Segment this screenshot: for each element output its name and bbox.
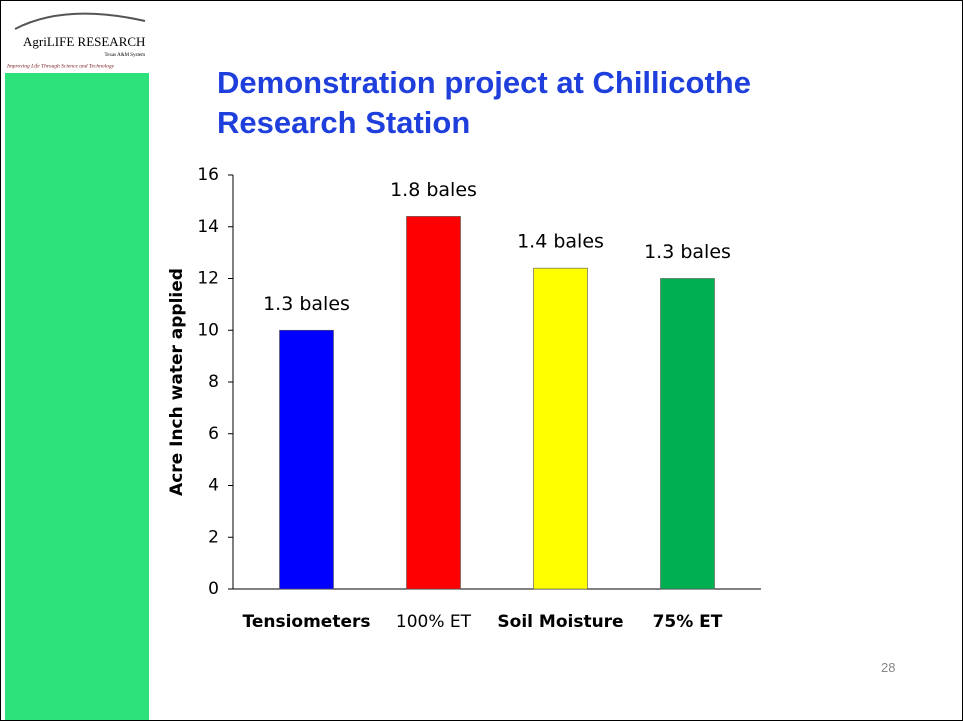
x-tick-label: 100% ET bbox=[396, 612, 472, 632]
logo-tagline: Improving Life Through Science and Techn… bbox=[6, 62, 115, 69]
y-tick-label: 12 bbox=[197, 269, 219, 289]
y-tick-label: 4 bbox=[208, 476, 219, 496]
bar bbox=[533, 267, 588, 590]
bar-note: 1.3 bales bbox=[644, 241, 731, 263]
y-tick-label: 2 bbox=[208, 527, 219, 547]
y-tick-label: 8 bbox=[208, 372, 219, 392]
logo-system: Texas A&M System bbox=[105, 53, 146, 58]
bar bbox=[279, 329, 334, 590]
y-tick-label: 6 bbox=[208, 424, 219, 444]
bar-note: 1.3 bales bbox=[263, 293, 350, 315]
x-tick-label: 75% ET bbox=[653, 612, 723, 632]
y-tick-label: 14 bbox=[197, 217, 219, 237]
y-tick-label: 10 bbox=[197, 320, 219, 340]
logo-art: AgriLIFE RESEARCH Texas A&M System Impro… bbox=[6, 12, 146, 69]
side-strip bbox=[5, 73, 149, 720]
bar-note: 1.4 bales bbox=[517, 231, 604, 253]
bar-note: 1.8 bales bbox=[390, 179, 477, 201]
bar bbox=[660, 278, 715, 590]
bar bbox=[406, 216, 461, 590]
x-tick-label: Soil Moisture bbox=[497, 612, 623, 632]
page-number: 28 bbox=[881, 660, 896, 675]
logo: AgriLIFE RESEARCH Texas A&M System Impro… bbox=[5, 1, 149, 73]
logo-name: AgriLIFE RESEARCH bbox=[23, 34, 145, 49]
x-tick-label: Tensiometers bbox=[243, 612, 371, 632]
y-axis-label: Acre Inch water applied bbox=[167, 268, 187, 496]
y-tick-label: 16 bbox=[197, 165, 219, 185]
slide-title: Demonstration project at Chillicothe Res… bbox=[217, 65, 751, 140]
y-tick-label: 0 bbox=[208, 579, 219, 599]
